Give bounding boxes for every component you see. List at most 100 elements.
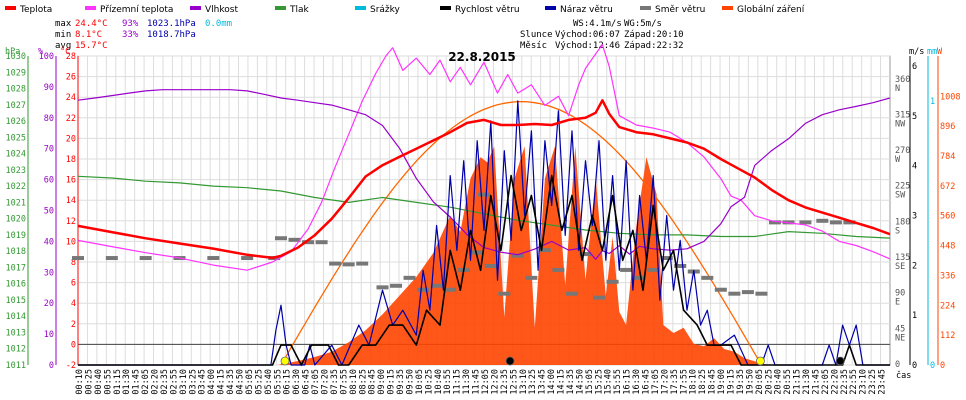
stat-label: max	[55, 19, 72, 29]
x-tick-label: 23:45	[878, 369, 888, 395]
x-tick-label: 13:25	[528, 369, 538, 395]
wind-direction-mark	[593, 295, 606, 300]
right-axis-tick: 448	[940, 242, 955, 252]
stat-value: 1023.1hPa	[147, 19, 196, 29]
direction-tick-label: SW	[895, 191, 906, 201]
direction-tick: 135	[895, 253, 910, 263]
x-tick-label: 09:35	[396, 369, 406, 395]
x-tick-label: 21:15	[793, 369, 803, 395]
wind-direction-mark	[660, 256, 673, 261]
wind-direction-mark	[843, 220, 856, 225]
x-axis-label: čas	[896, 370, 911, 381]
right-axis-tick: 0	[912, 361, 917, 371]
legend-label: Rychlost větru	[455, 5, 520, 15]
x-tick-label: 05:25	[254, 369, 264, 395]
x-tick-label: 07:55	[339, 369, 349, 395]
x-tick-label: 09:50	[406, 369, 416, 395]
stat-value: 0.0mm	[205, 19, 232, 29]
legend-label: Tlak	[289, 5, 310, 15]
moonset-time: Západ:22:32	[624, 41, 684, 51]
x-tick-label: 16:45	[642, 369, 652, 395]
wind-direction-mark	[552, 267, 565, 272]
left-axis-tick: 100	[39, 52, 54, 62]
x-tick-label: 04:35	[226, 369, 236, 395]
left-axis-tick: 0	[71, 340, 76, 350]
left-axis-tick: 1027	[6, 101, 26, 111]
direction-tick-label: N	[895, 84, 900, 94]
sun-moon-block: WS:4.1m/s WG:5m/s Slunce Východ:06:07 Západ:…	[520, 19, 684, 51]
x-tick-label: 10:05	[415, 369, 425, 395]
wind-direction-mark	[755, 291, 768, 296]
x-tick-label: 00:10	[75, 369, 85, 395]
wind-direction-mark	[105, 256, 118, 261]
left-axis-tick: 1013	[6, 328, 26, 338]
x-tick-label: 23:10	[859, 369, 869, 395]
direction-tick: 315	[895, 110, 910, 120]
left-axis-tick: 60	[44, 176, 54, 186]
direction-tick-label: E	[895, 298, 900, 308]
stat-value: 24.4°C	[75, 19, 108, 29]
wind-direction-mark	[288, 237, 301, 242]
wind-direction-mark	[674, 263, 687, 268]
left-axis-tick: 40	[44, 237, 54, 247]
wind-direction-mark	[816, 218, 829, 223]
wind-direction-mark	[829, 220, 842, 225]
x-tick-label: 20:40	[774, 369, 784, 395]
x-tick-label: 11:45	[472, 369, 482, 395]
x-tick-label: 22:05	[821, 369, 831, 395]
x-tick-label: 19:00	[717, 369, 727, 395]
x-tick-label: 07:20	[321, 369, 331, 395]
direction-tick-label: W	[895, 155, 901, 165]
left-axis-tick: 1024	[6, 150, 26, 160]
x-tick-label: 02:20	[151, 369, 161, 395]
x-tick-label: 08:10	[349, 369, 359, 395]
x-tick-label: 17:20	[660, 369, 670, 395]
direction-tick-label: NE	[895, 333, 905, 343]
x-tick-label: 00:40	[94, 369, 104, 395]
x-tick-label: 07:35	[330, 369, 340, 395]
wind-direction-mark	[342, 262, 355, 267]
wind-direction-mark	[799, 220, 812, 225]
x-tick-label: 17:55	[679, 369, 689, 395]
x-tick-label: 19:50	[745, 369, 755, 395]
x-tick-label: 02:35	[160, 369, 170, 395]
series-line-p-zemn-teplota	[77, 44, 891, 271]
wind-direction-mark	[241, 256, 254, 261]
x-tick-label: 08:25	[358, 369, 368, 395]
legend-swatch	[275, 6, 286, 10]
direction-tick-label: SE	[895, 262, 905, 272]
x-tick-label: 14:50	[575, 369, 585, 395]
left-axis-tick: 1019	[6, 231, 26, 241]
left-axis-tick: 12	[66, 217, 76, 227]
left-axis-tick: 10	[66, 237, 76, 247]
series-area-global-radiation	[78, 146, 890, 365]
left-axis-tick: 90	[44, 83, 54, 93]
left-axis-tick: 1023	[6, 166, 26, 176]
stat-value: 1018.7hPa	[147, 30, 196, 40]
left-axis-tick: 18	[66, 155, 76, 165]
stat-value: 93%	[122, 19, 139, 29]
left-axis-unit: %	[38, 47, 43, 57]
legend-swatch	[5, 6, 16, 10]
chart-title: 22.8.2015	[448, 50, 516, 64]
wind-direction-mark	[329, 261, 342, 266]
x-tick-label: 14:35	[566, 369, 576, 395]
legend-label: Přízemní teplota	[100, 5, 173, 15]
wind-direction-mark	[403, 275, 416, 280]
x-tick-label: 14:00	[547, 369, 557, 395]
direction-tick: 270	[895, 146, 910, 156]
x-tick-label: 22:20	[830, 369, 840, 395]
x-tick-label: 20:25	[764, 369, 774, 395]
wind-direction-mark	[376, 285, 389, 290]
right-axis-tick: 4	[912, 162, 917, 172]
x-tick-label: 16:15	[623, 369, 633, 395]
direction-tick: 0	[895, 360, 900, 370]
x-tick-label: 03:45	[198, 369, 208, 395]
wind-direction-mark	[207, 256, 220, 261]
x-tick-label: 05:05	[245, 369, 255, 395]
legend-label: Náraz větru	[560, 5, 613, 15]
x-tick-label: 14:15	[557, 369, 567, 395]
left-axis-tick: 1014	[6, 312, 26, 322]
x-tick-label: 05:55	[273, 369, 283, 395]
